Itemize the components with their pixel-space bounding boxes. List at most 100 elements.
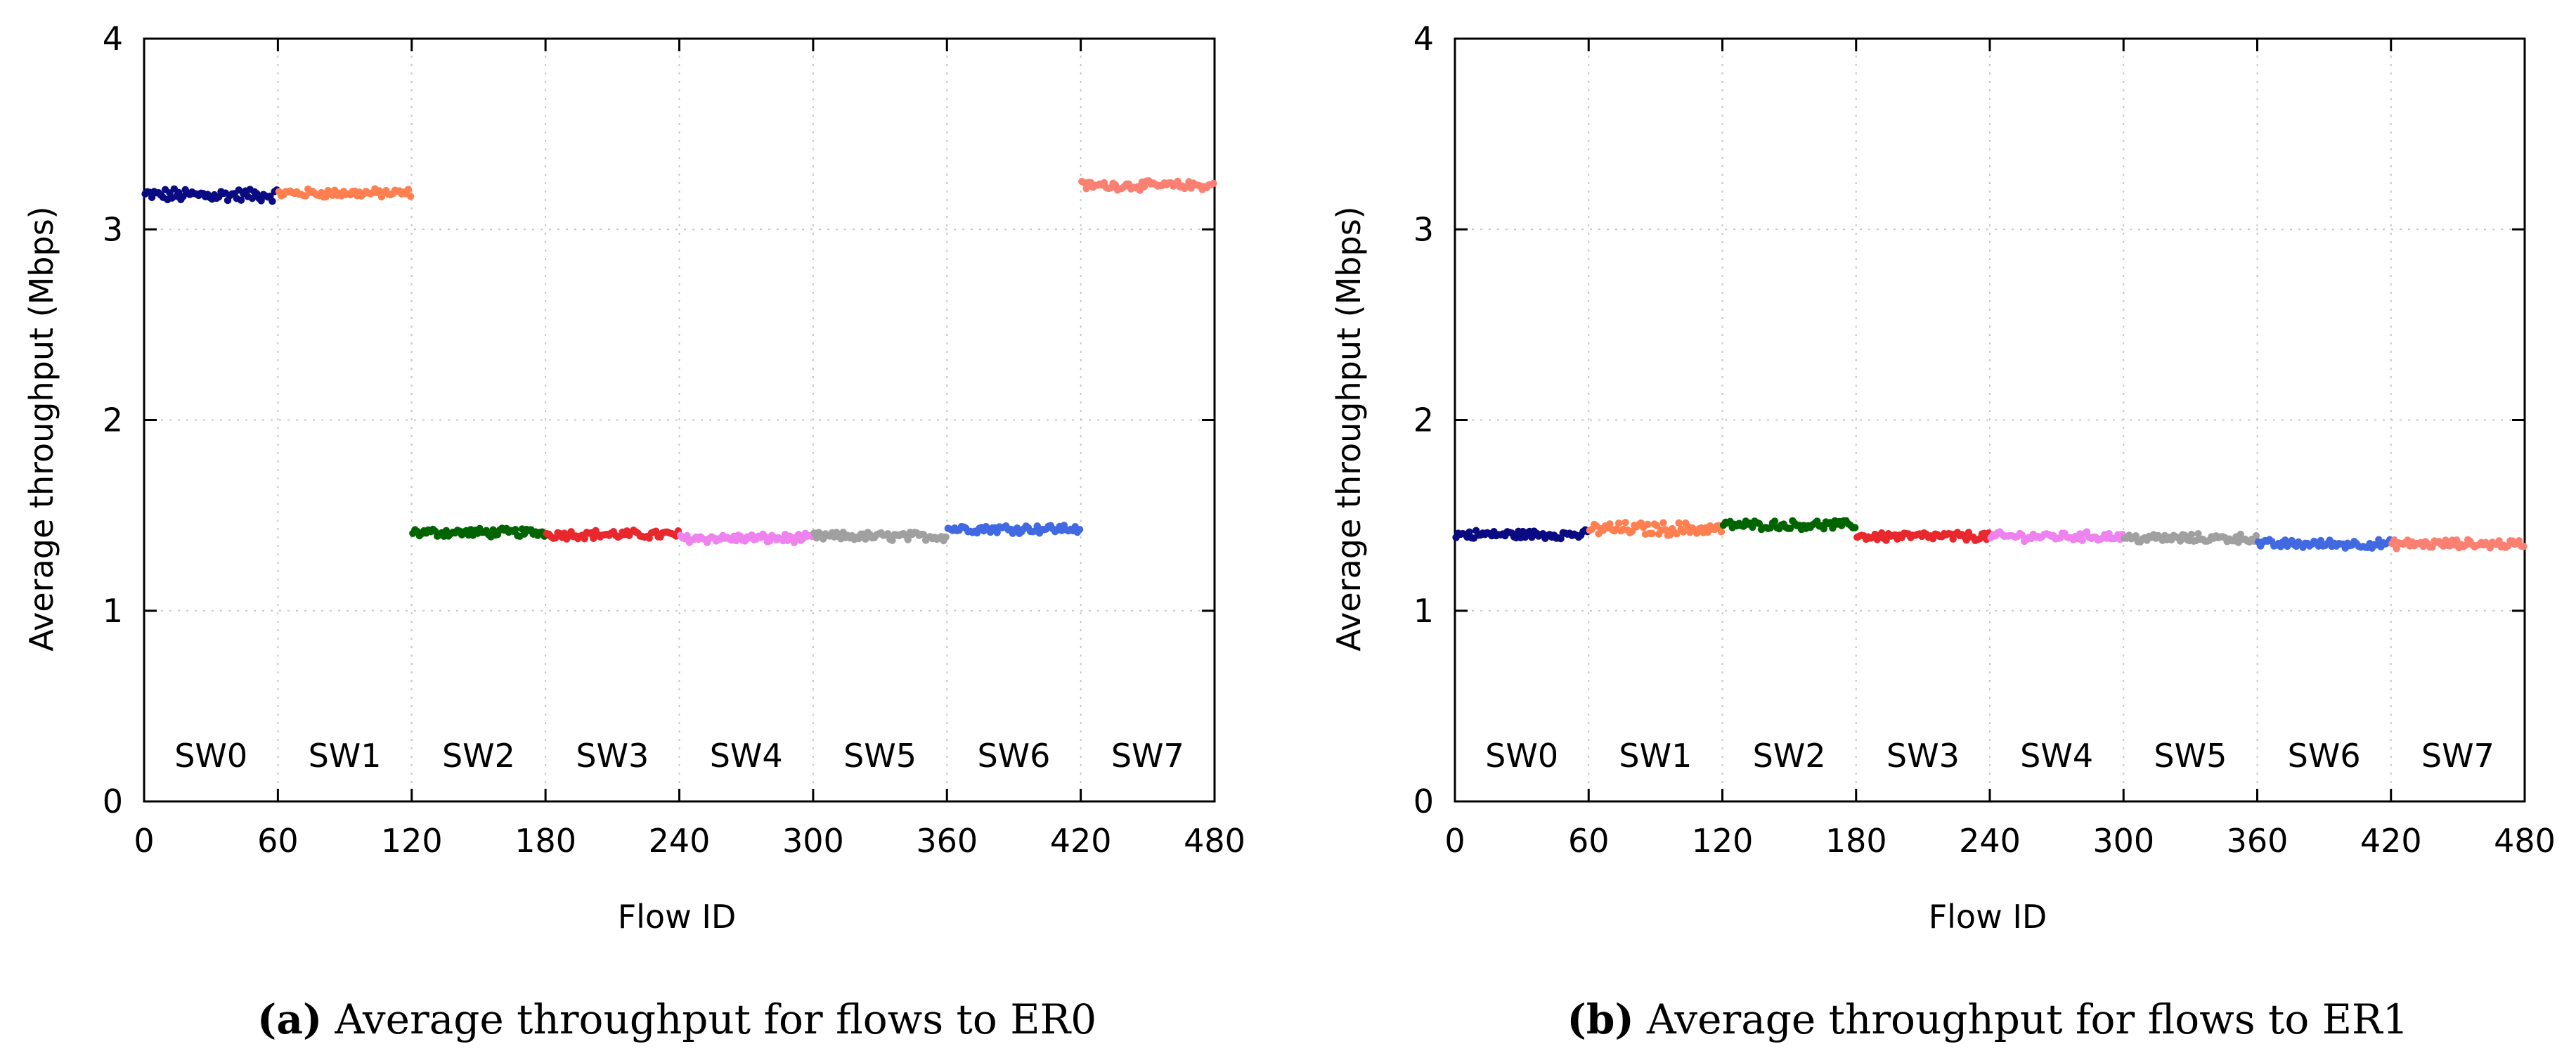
data-point — [904, 536, 912, 543]
data-point — [268, 198, 276, 205]
y-axis-title-a: Average throughput (Mbps) — [22, 206, 60, 651]
series-sw2 — [1719, 517, 1859, 534]
x-tick-label: 240 — [1959, 822, 2021, 860]
data-point — [1787, 524, 1794, 532]
region-label-sw4: SW4 — [710, 737, 783, 775]
data-point — [1652, 522, 1661, 529]
region-label-sw1: SW1 — [309, 737, 382, 775]
data-point — [1749, 523, 1756, 531]
data-point — [2132, 532, 2140, 540]
y-tick-label: 4 — [1413, 20, 1434, 58]
y-axis-title-b: Average throughput (Mbps) — [1330, 206, 1368, 651]
data-point — [1679, 528, 1688, 536]
data-point — [1082, 185, 1090, 193]
series-sw3 — [1853, 529, 1993, 545]
data-point — [2428, 543, 2436, 551]
data-point — [2453, 536, 2461, 544]
x-tick-label: 180 — [514, 822, 576, 860]
data-point — [581, 535, 588, 543]
data-point — [1140, 183, 1148, 191]
series-sw3 — [543, 527, 682, 543]
data-point — [884, 530, 892, 538]
x-tick-label: 0 — [1444, 822, 1465, 860]
series-sw4 — [676, 529, 816, 546]
data-point — [2078, 536, 2086, 545]
data-point — [1075, 526, 1084, 534]
x-tick-label: 120 — [381, 822, 443, 860]
x-tick-label: 300 — [782, 822, 844, 860]
region-label-sw3: SW3 — [1886, 737, 1960, 775]
series-sw7 — [1078, 177, 1217, 194]
region-label-sw5: SW5 — [2154, 737, 2227, 775]
data-point — [237, 196, 245, 204]
caption-letter-b: (b) — [1567, 995, 1633, 1043]
x-axis-title-a: Flow ID — [618, 898, 737, 936]
panel-b: 0 60 120 180 240 300 360 420 480 0 1 2 3 4 SW0 SW1 SW2 SW… — [1330, 20, 2556, 1043]
series-sw6 — [2254, 536, 2394, 552]
series-sw2 — [409, 524, 548, 541]
region-label-sw4: SW4 — [2020, 737, 2093, 775]
x-tick-label: 480 — [2494, 822, 2556, 860]
region-label-sw6: SW6 — [2288, 737, 2361, 775]
series-sw6 — [944, 522, 1084, 538]
x-axis-title-b: Flow ID — [1929, 898, 2047, 936]
x-tick-label: 120 — [1692, 822, 1754, 860]
data-point — [2252, 531, 2260, 540]
data-point — [1675, 519, 1683, 527]
y-tick-label: 4 — [103, 20, 123, 58]
data-point — [1644, 520, 1652, 529]
data-point — [1606, 520, 1614, 528]
series-sw5 — [810, 528, 950, 545]
caption-a: (a) Average throughput for flows to ER0 — [257, 995, 1096, 1043]
x-tick-label: 480 — [1184, 822, 1245, 860]
data-point — [406, 193, 415, 200]
data-point — [1465, 528, 1473, 536]
data-point — [257, 197, 265, 205]
panel-a: 0 60 120 180 240 300 360 420 480 0 1 2 3 4 SW0 SW1 SW2 SW… — [22, 20, 1245, 1043]
y-tick-label: 2 — [103, 401, 123, 439]
series-sw5 — [2121, 530, 2260, 546]
region-label-sw2: SW2 — [442, 737, 515, 775]
data-point — [512, 526, 519, 534]
y-tick-label: 1 — [1413, 592, 1434, 630]
y-tick-label: 3 — [1413, 210, 1434, 248]
data-point — [2176, 537, 2185, 545]
y-tick-label: 0 — [103, 782, 123, 820]
region-label-sw0: SW0 — [174, 737, 247, 775]
data-point — [993, 529, 1001, 536]
region-label-sw5: SW5 — [843, 737, 917, 775]
caption-letter-a: (a) — [257, 995, 322, 1043]
data-point — [148, 193, 156, 202]
data-point — [942, 533, 950, 541]
x-tick-label: 360 — [916, 822, 978, 860]
data-point — [652, 527, 660, 535]
data-point — [1648, 529, 1656, 538]
series-sw7 — [2388, 536, 2528, 553]
y-tick-label: 1 — [103, 592, 123, 630]
data-point — [322, 193, 330, 201]
data-point — [1820, 524, 1827, 533]
region-label-sw7: SW7 — [1111, 737, 1184, 775]
series-sw1 — [275, 185, 415, 201]
data-point — [1717, 528, 1726, 536]
plot-area-b: 0 60 120 180 240 300 360 420 480 0 1 2 3 4 SW0 SW1 SW2 SW… — [1413, 20, 2556, 860]
region-label-sw6: SW6 — [977, 737, 1050, 775]
data-point — [1673, 530, 1681, 538]
series-sw0 — [1452, 526, 1591, 543]
data-point — [1628, 527, 1636, 536]
series-sw4 — [1987, 528, 2126, 546]
data-point — [1851, 524, 1859, 531]
x-tick-label: 60 — [257, 822, 299, 860]
region-label-sw7: SW7 — [2421, 737, 2494, 775]
x-tick-label: 420 — [1050, 822, 1112, 860]
data-point — [1622, 518, 1629, 527]
x-tick-label: 420 — [2360, 822, 2422, 860]
caption-text-b: Average throughput for flows to ER1 — [1646, 995, 2409, 1043]
data-point — [1878, 529, 1886, 537]
series-sw1 — [1586, 518, 1726, 539]
data-point — [2520, 543, 2528, 550]
x-tick-label: 60 — [1568, 822, 1610, 860]
data-point — [1174, 177, 1182, 186]
data-point — [1659, 519, 1667, 527]
